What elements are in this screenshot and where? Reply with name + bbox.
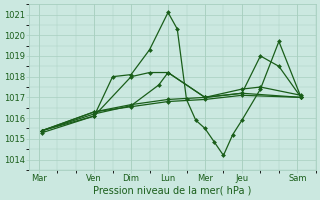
X-axis label: Pression niveau de la mer( hPa ): Pression niveau de la mer( hPa ) xyxy=(93,186,252,196)
